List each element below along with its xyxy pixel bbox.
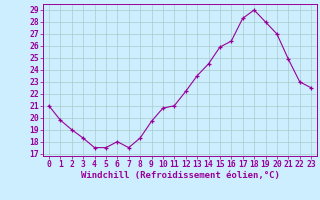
X-axis label: Windchill (Refroidissement éolien,°C): Windchill (Refroidissement éolien,°C) bbox=[81, 171, 279, 180]
